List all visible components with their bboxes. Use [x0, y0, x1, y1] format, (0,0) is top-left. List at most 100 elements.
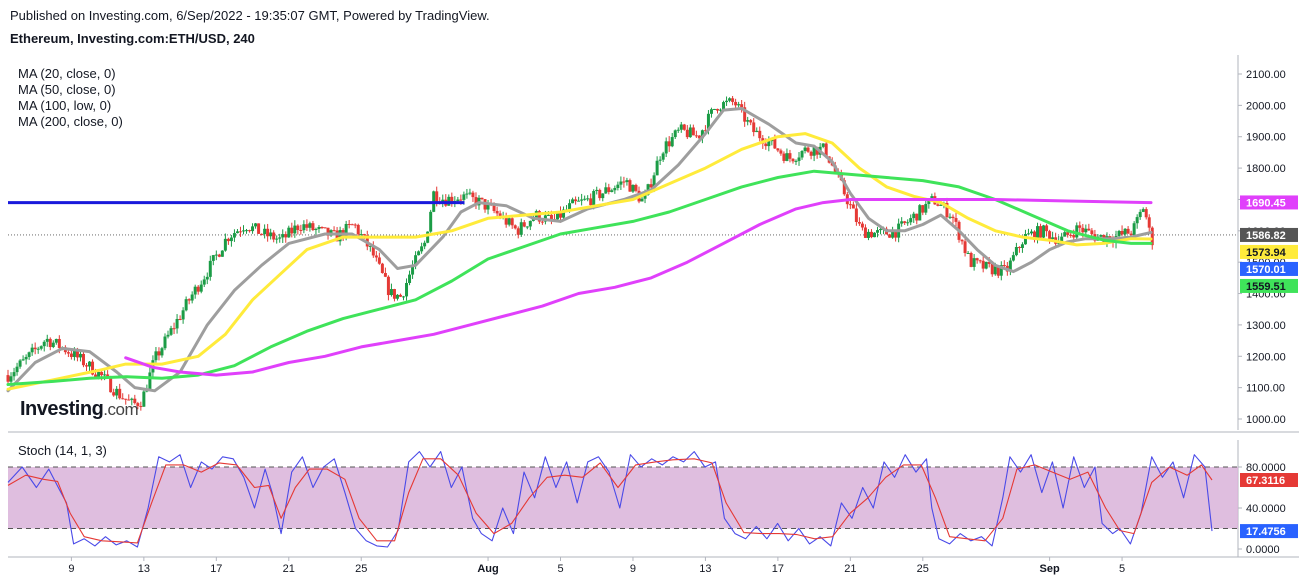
time-tick-label: 21 [844, 563, 856, 575]
candle-body [1087, 228, 1091, 231]
candle-body [33, 347, 37, 350]
stoch-tick-label: 0.0000 [1246, 544, 1280, 556]
candle-body [622, 181, 626, 183]
candle-body [100, 371, 104, 376]
candle-body [9, 376, 13, 382]
stoch-tag-bg [1240, 524, 1298, 539]
candle-body [1069, 234, 1073, 236]
candle-body [872, 232, 876, 238]
candle-body [972, 258, 976, 267]
candle-body [664, 141, 668, 154]
candle-body [676, 129, 680, 131]
candle-body [199, 284, 203, 292]
stoch-tick-label: 80.0000 [1246, 462, 1286, 474]
price-tick-label: 1000.00 [1246, 414, 1286, 426]
legend-ma50[interactable]: MA (50, close, 0) [18, 82, 116, 97]
candle-body [48, 338, 52, 348]
price-tag-bg [1240, 195, 1298, 210]
price-tag-label: 1559.51 [1246, 281, 1286, 293]
candle-body [202, 279, 206, 285]
legend-ma20[interactable]: MA (20, close, 0) [18, 66, 116, 81]
moving-average-lines [6, 107, 1153, 393]
price-tick-label: 1100.00 [1246, 383, 1285, 395]
main-chart-frame [8, 55, 1299, 433]
candle-body [166, 334, 170, 337]
logo-main: Investing [20, 398, 104, 420]
candle-body [592, 190, 596, 206]
candle-body [966, 252, 970, 254]
candle-body [568, 203, 572, 210]
candle-body [519, 222, 523, 235]
candle-body [960, 239, 964, 242]
candle-body [879, 229, 883, 231]
price-tag-label: 1586.82 [1246, 230, 1286, 242]
candle-body [368, 245, 372, 247]
candle-body [335, 230, 339, 242]
candle-body [91, 361, 95, 375]
candle-body [115, 388, 119, 396]
candle-body [392, 289, 396, 299]
candle-body [417, 251, 421, 256]
candle-body [513, 225, 517, 229]
candle-body [939, 204, 943, 206]
candle-body [954, 218, 958, 222]
candle-body [232, 233, 236, 238]
candle-body [794, 160, 798, 162]
candle-body [999, 265, 1003, 276]
price-tag-bg [1240, 244, 1298, 259]
candle-body [112, 392, 116, 396]
candle-body [782, 153, 786, 161]
candle-body [362, 234, 366, 236]
candle-body [81, 353, 85, 366]
candle-body [815, 147, 819, 155]
candle-body [347, 223, 351, 225]
candle-body [969, 252, 973, 267]
candle-body [311, 223, 315, 231]
candle-body [688, 127, 692, 138]
candle-body [993, 266, 997, 275]
candle-body [15, 366, 19, 373]
candle-body [1002, 265, 1006, 267]
candle-body [634, 184, 638, 191]
candle-body [589, 198, 593, 206]
candle-body [184, 299, 188, 311]
candle-body [127, 399, 131, 401]
candle-body [740, 104, 744, 108]
legend-ma200[interactable]: MA (200, close, 0) [18, 114, 123, 129]
legend-ma100[interactable]: MA (100, low, 0) [18, 98, 112, 113]
candle-body [906, 222, 910, 224]
candle-body [604, 187, 608, 194]
candle-body [1042, 225, 1046, 238]
candle-body [266, 228, 270, 237]
candle-body [546, 214, 550, 216]
stoch-tag-bg [1240, 473, 1298, 488]
candle-body [6, 375, 10, 382]
candle-body [773, 138, 777, 149]
candle-body [190, 294, 194, 301]
candle-body [308, 223, 312, 228]
candle-body [181, 310, 185, 320]
candle-body [628, 180, 632, 192]
candle-body [254, 223, 258, 227]
candle-body [245, 230, 249, 232]
candle-body [866, 231, 870, 238]
candle-body [507, 218, 511, 225]
stoch-band [8, 467, 1238, 529]
stoch-legend[interactable]: Stoch (14, 1, 3) [18, 443, 107, 458]
candle-body [927, 199, 931, 204]
candle-body [987, 261, 991, 264]
candle-body [667, 141, 671, 147]
time-tick-label: 21 [283, 563, 295, 575]
candle-body [559, 211, 563, 218]
published-note: Published on Investing.com, 6/Sep/2022 -… [10, 8, 490, 23]
candle-body [495, 210, 499, 214]
candle-body [706, 113, 710, 131]
candle-body [468, 192, 472, 194]
candle-body [284, 234, 288, 238]
candle-body [525, 226, 529, 228]
candle-body [800, 151, 804, 158]
candle-body [610, 190, 614, 192]
candle-body [103, 374, 107, 376]
candle-body [287, 227, 291, 238]
time-tick-label: 25 [355, 563, 367, 575]
